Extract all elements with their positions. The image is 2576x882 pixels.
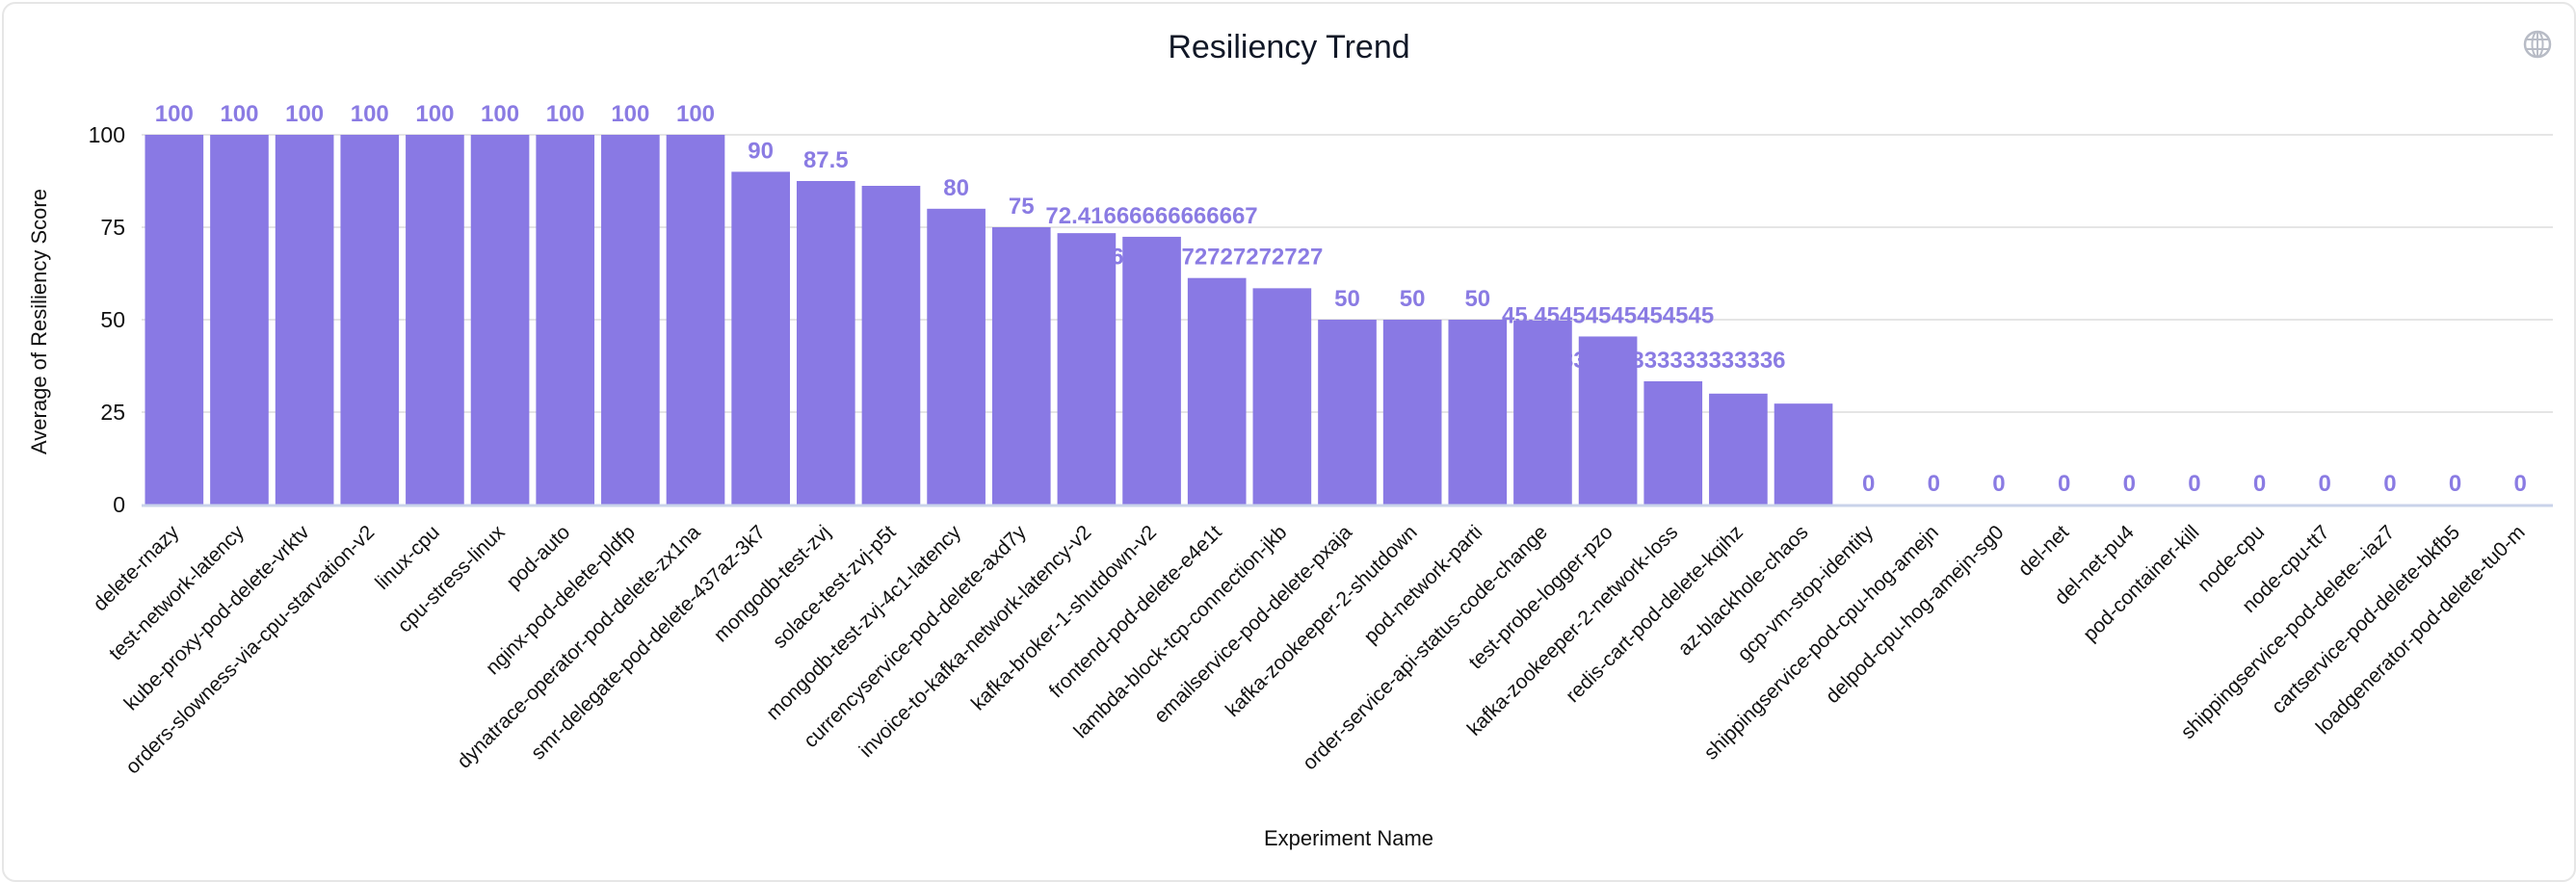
bar (210, 135, 269, 505)
data-label: 0 (2449, 471, 2461, 497)
data-label: 100 (285, 101, 324, 127)
bar (470, 135, 530, 505)
y-axis-title: Average of Resiliency Score (27, 189, 51, 454)
x-tick-label: dynatrace-operator-pod-delete-zx1na (453, 521, 705, 773)
bar (731, 171, 790, 505)
x-tick-label: pod-container-kill (2079, 521, 2203, 645)
bar (1057, 233, 1117, 506)
data-label: 50 (1464, 286, 1490, 312)
bar (927, 208, 986, 506)
chart-title: Resiliency Trend (1168, 29, 1410, 65)
data-label: 87.5 (803, 147, 849, 173)
data-label: 0 (2319, 471, 2331, 497)
bar (1513, 320, 1572, 505)
x-tick-label: del-net (2013, 521, 2073, 581)
y-tick-label: 75 (100, 215, 125, 240)
bar (1187, 277, 1247, 505)
data-label: 0 (2513, 471, 2526, 497)
data-label: 50 (1400, 286, 1426, 312)
data-label: 100 (676, 101, 715, 127)
data-label: 100 (415, 101, 454, 127)
x-tick-label: smr-delegate-pod-delete-437az-3k7 (527, 521, 770, 764)
data-label: 0 (2253, 471, 2266, 497)
bar (340, 135, 400, 505)
bar (1318, 320, 1377, 505)
data-label: 100 (481, 101, 519, 127)
bar (1382, 320, 1442, 505)
data-label: 90 (748, 138, 774, 164)
data-label: 100 (611, 101, 649, 127)
bar (1774, 403, 1833, 505)
y-tick-label: 50 (100, 307, 125, 332)
bar (601, 135, 660, 505)
data-label: 50 (1334, 286, 1360, 312)
data-label: 0 (1928, 471, 1940, 497)
data-label: 100 (546, 101, 585, 127)
data-label: 75 (1009, 194, 1035, 220)
bar (1578, 336, 1638, 505)
data-label: 72.41666666666667 (1045, 203, 1257, 229)
bar (406, 135, 464, 505)
globe-icon[interactable] (2522, 29, 2553, 60)
y-tick-label: 25 (100, 400, 125, 425)
x-tick-label: shippingservice-pod-cpu-hog-amejn (1700, 521, 1943, 764)
bar (536, 135, 595, 505)
data-label: 100 (220, 101, 258, 127)
bar (991, 227, 1051, 505)
x-tick-label: mongodb-test-zvj (710, 521, 835, 646)
data-label: 0 (1992, 471, 2005, 497)
y-tick-label: 0 (113, 492, 125, 517)
x-tick-label: invoice-to-kafka-network-latency-v2 (855, 521, 1096, 762)
bar (666, 135, 725, 505)
data-label: 0 (2383, 471, 2396, 497)
x-tick-label: order-service-api-status-code-change (1299, 521, 1552, 774)
bar (1448, 320, 1508, 505)
bar (1709, 393, 1768, 505)
bar (275, 135, 334, 505)
data-label: 100 (351, 101, 389, 127)
data-label: 0 (1862, 471, 1875, 497)
y-tick-label: 100 (89, 122, 125, 147)
data-label: 0 (2188, 471, 2200, 497)
data-label: 100 (155, 101, 194, 127)
bar (145, 135, 204, 505)
data-label: 0 (2058, 471, 2070, 497)
bar (796, 181, 855, 505)
data-label: 0 (2123, 471, 2136, 497)
bar (1122, 236, 1181, 506)
data-label: 80 (943, 175, 969, 201)
bar (1643, 381, 1703, 505)
bar (861, 185, 921, 505)
bar (1252, 288, 1312, 505)
x-tick-label: pod-network-parti (1360, 521, 1487, 648)
x-tick-label: solace-test-zvj-p5t (769, 521, 901, 653)
x-axis-title: Experiment Name (1264, 826, 1433, 850)
bar-chart: 0 25 50 75 100 Average of Resiliency Score Exp… (27, 101, 2553, 850)
